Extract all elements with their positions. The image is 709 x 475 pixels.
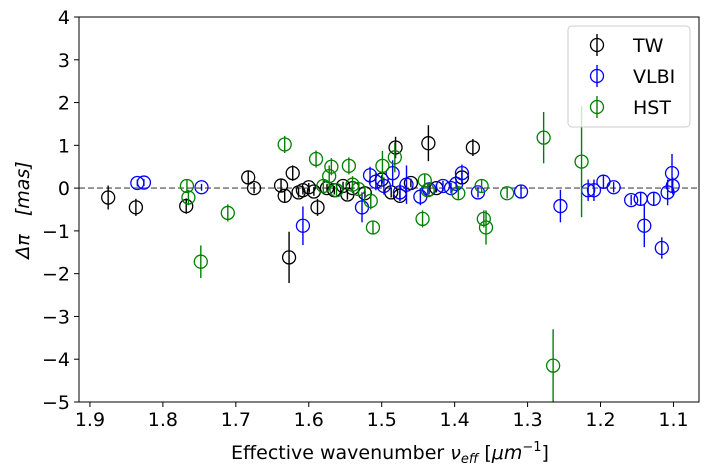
data-point — [368, 174, 384, 189]
legend-entry-hst: HST — [589, 96, 671, 119]
x-tick-label: 1.4 — [440, 409, 470, 431]
data-point — [654, 240, 669, 256]
y-tick-label: −2 — [42, 264, 70, 286]
data-point — [665, 178, 680, 194]
data-point — [443, 180, 459, 196]
data-point — [637, 218, 652, 233]
data-point — [295, 218, 311, 233]
data-point — [310, 200, 325, 215]
data-point — [454, 165, 470, 181]
data-point — [574, 154, 589, 169]
data-point — [246, 180, 262, 196]
data-point — [536, 130, 551, 145]
data-point — [624, 192, 639, 208]
data-point — [586, 183, 602, 198]
y-tick-label: −1 — [42, 221, 70, 243]
legend-marker — [589, 99, 605, 115]
legend-marker — [589, 37, 605, 53]
data-point — [415, 211, 430, 227]
y-axis-label: Δπ [mas] — [12, 161, 34, 260]
data-point — [474, 178, 489, 194]
data-point — [281, 250, 297, 265]
data-point — [277, 188, 292, 203]
data-point — [606, 180, 621, 195]
series-hst — [179, 105, 589, 402]
data-point — [476, 211, 491, 227]
y-tick-label: 4 — [58, 7, 70, 29]
plot-frame — [78, 16, 700, 403]
y-tick-label: 0 — [58, 178, 70, 200]
x-tick-label: 1.5 — [367, 409, 397, 431]
data-point — [388, 140, 403, 155]
y-tick-label: −3 — [42, 306, 70, 328]
data-point — [181, 190, 196, 205]
data-point — [193, 254, 208, 269]
x-tick-label: 1.6 — [294, 409, 324, 431]
data-point — [351, 181, 366, 197]
data-point — [375, 158, 390, 174]
data-point — [545, 358, 561, 373]
data-point — [451, 186, 466, 201]
data-point — [329, 183, 344, 198]
data-point — [385, 165, 400, 181]
data-marks — [101, 105, 680, 402]
data-point — [241, 170, 256, 185]
data-point — [421, 182, 437, 197]
data-point — [341, 158, 357, 174]
y-tick-label: 3 — [58, 50, 70, 72]
legend-label: TW — [632, 35, 664, 57]
x-tick-label: 1.7 — [221, 409, 251, 431]
data-point — [273, 178, 289, 193]
data-point — [179, 178, 195, 194]
y-axis: −5 −4 −3 −2 −1 0 1 2 3 4 — [42, 7, 79, 414]
data-point — [194, 180, 209, 195]
data-point — [277, 137, 292, 152]
data-point — [421, 136, 436, 151]
x-tick-label: 1.8 — [148, 409, 178, 431]
x-tick-label: 1.9 — [75, 409, 105, 431]
data-point — [478, 220, 494, 235]
data-point — [220, 205, 235, 221]
x-axis-label: Effective wavenumber νeff [μm−1] — [231, 440, 549, 467]
data-point — [448, 176, 464, 191]
data-point — [420, 183, 435, 198]
data-point — [465, 140, 481, 155]
x-tick-label: 1.1 — [658, 409, 688, 431]
x-tick-label: 1.3 — [512, 409, 542, 431]
legend-label: HST — [633, 97, 671, 119]
data-point — [363, 193, 378, 209]
y-tick-label: −4 — [42, 349, 70, 371]
x-tick-label: 1.2 — [585, 409, 615, 431]
legend-label: VLBI — [633, 66, 675, 88]
legend-entry-vlbi: VLBI — [589, 65, 675, 88]
data-point — [324, 159, 339, 174]
legend-entry-tw: TW — [589, 34, 664, 57]
data-point — [179, 198, 194, 214]
data-point — [365, 220, 381, 235]
data-point — [513, 184, 529, 199]
data-point — [376, 178, 392, 194]
data-point — [301, 180, 316, 195]
data-point — [646, 191, 661, 206]
y-tick-label: 2 — [58, 93, 70, 115]
data-point — [308, 151, 324, 167]
data-point — [500, 186, 515, 201]
data-point — [136, 175, 152, 190]
data-point — [553, 198, 568, 214]
data-point — [417, 173, 432, 188]
data-point — [399, 177, 414, 192]
data-point — [387, 150, 402, 165]
legend-marker — [589, 68, 605, 84]
y-tick-label: 1 — [58, 135, 70, 157]
y-tick-label: −5 — [42, 392, 70, 414]
data-point — [101, 190, 116, 205]
legend: TW VLBI HST — [567, 25, 691, 128]
data-point — [285, 165, 300, 181]
x-axis: 1.9 1.8 1.7 1.6 1.5 1.4 1.3 1.2 1.1 — [75, 402, 689, 431]
data-point — [322, 168, 337, 184]
data-point — [128, 200, 144, 215]
